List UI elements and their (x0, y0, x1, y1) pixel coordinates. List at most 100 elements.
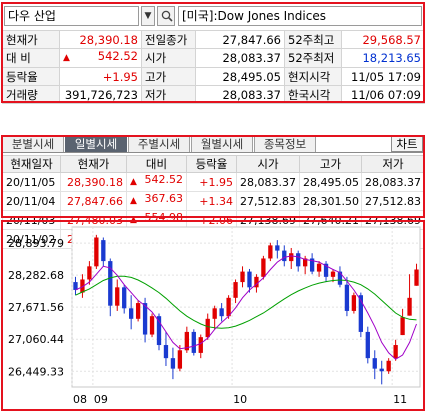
candle-body (101, 240, 106, 262)
candle-body (309, 258, 315, 272)
y-tick-label: 28,282.68 (8, 269, 64, 282)
y-tick-label: 26,449.33 (8, 365, 64, 378)
y-tick-label: 28,893.79 (8, 237, 64, 250)
tab-5[interactable]: 종목정보 (254, 136, 316, 152)
cell-open: 27,512.83 (236, 191, 300, 211)
search-button[interactable] (157, 6, 175, 26)
candle-body (122, 287, 127, 309)
candle-body (226, 297, 231, 317)
quote-value: ▲ 542.52 (59, 48, 142, 68)
quote-value-text: +1.95 (102, 69, 138, 84)
quote-value: 11/06 07:09 (341, 85, 425, 104)
candle-body (365, 331, 370, 359)
candle-body (191, 331, 196, 353)
up-arrow-icon: ▲ (63, 53, 70, 63)
cell-change: ▲ 542.52 (126, 172, 187, 192)
stock-search-input[interactable]: 다우 산업 (4, 6, 139, 26)
column-header[interactable]: 대비 (126, 155, 187, 173)
candle-body (156, 316, 162, 346)
candle-body (73, 282, 78, 290)
moving-average-short (75, 255, 417, 360)
candle-body (254, 276, 259, 288)
stock-dropdown-button[interactable]: ▼ (141, 6, 155, 26)
quote-row: 등락율 +1.95 고가 28,495.05 현지시각 11/05 17:09 (2, 67, 425, 86)
y-tick-label: 27,060.44 (8, 333, 64, 346)
candle-body (407, 297, 412, 316)
candle-body (275, 245, 280, 251)
cell-date: 20/11/04 (2, 191, 61, 211)
up-arrow-icon: ▲ (130, 196, 137, 206)
candle-body (135, 303, 141, 319)
quote-value: 27,847.66 (195, 30, 285, 49)
quote-label: 현지시각 (284, 67, 342, 86)
quote-value: 29,568.57 (341, 30, 425, 49)
candle-body (219, 308, 224, 317)
column-header[interactable]: 고가 (299, 155, 362, 173)
quote-label: 등락율 (2, 67, 60, 86)
candle-body (379, 368, 384, 372)
candle-body (149, 316, 155, 335)
candle-body (184, 331, 189, 351)
candle-body (268, 245, 273, 259)
up-arrow-icon: ▲ (130, 177, 137, 187)
chart-button[interactable]: 차트 (391, 136, 423, 152)
quote-label: 고가 (141, 67, 196, 86)
candle-body (115, 287, 120, 306)
candle-body (108, 261, 113, 306)
candle-body (393, 345, 398, 359)
candle-body (344, 284, 350, 311)
cell-change: ▲ 367.63 (126, 191, 187, 211)
tab-1[interactable]: 분별시세 (2, 136, 64, 152)
candle-body (233, 282, 238, 298)
column-header[interactable]: 저가 (361, 155, 425, 173)
column-header[interactable]: 현재가 (60, 155, 127, 173)
candle-body (386, 360, 391, 372)
candle-body (296, 253, 301, 267)
candle-body (351, 295, 357, 311)
candle-body (142, 303, 148, 335)
quote-value-text: 28,390.18 (79, 32, 138, 47)
cell-close: 27,847.66 (60, 191, 127, 211)
candlestick-chart[interactable]: 28,893.79 28,282.68 27,671.56 27,060.44 26,4… (2, 221, 424, 410)
x-tick-label: 09 (94, 393, 108, 406)
table-row[interactable]: 20/11/04 27,847.66 ▲ 367.63 +1.34 27,512.83 28… (2, 191, 425, 211)
tab-2[interactable]: 일별시세 (65, 136, 127, 152)
cell-close: 28,390.18 (60, 172, 127, 192)
quote-label: 한국시각 (284, 85, 342, 104)
cell-change-value: 542.52 (144, 173, 184, 187)
candle-body (372, 358, 377, 369)
x-tick-label: 08 (73, 393, 87, 406)
index-name-field: [미국]:Dow Jones Indices (178, 6, 422, 26)
cell-low: 27,512.83 (361, 191, 425, 211)
quote-value: 28,390.18 (59, 30, 142, 49)
quote-row: 현재가 28,390.18 전일종가 27,847.66 52주최고 29,568.57 (2, 30, 425, 49)
candle-body (247, 271, 252, 288)
quote-value: 28,495.05 (195, 67, 285, 86)
candle-body (163, 345, 169, 359)
quote-label: 52주최저 (284, 48, 342, 68)
tab-4[interactable]: 월별시세 (191, 136, 253, 152)
candle-body (94, 237, 99, 267)
column-header[interactable]: 등락율 (186, 155, 237, 173)
table-row[interactable]: 20/11/05 28,390.18 ▲ 542.52 +1.95 28,083.37 28… (2, 172, 425, 192)
candle-body (80, 279, 85, 293)
column-header[interactable]: 시가 (236, 155, 300, 173)
candle-body (129, 308, 134, 319)
candle-body (303, 258, 308, 267)
column-header[interactable]: 현재일자 (2, 155, 61, 173)
x-tick-label: 10 (233, 393, 247, 406)
candle-body (87, 266, 92, 280)
tab-3[interactable]: 주별시세 (128, 136, 190, 152)
quote-summary-table: 현재가 28,390.18 전일종가 27,847.66 52주최고 29,568.57 대… (2, 30, 425, 104)
candle-body (240, 271, 245, 283)
candle-body (261, 258, 266, 277)
quote-label: 거래량 (2, 85, 60, 104)
cell-high: 28,495.05 (299, 172, 362, 192)
cell-rate: +1.34 (186, 191, 237, 211)
candle-body (170, 358, 176, 369)
quote-label: 대 비 (2, 48, 60, 68)
quote-label: 현재가 (2, 30, 60, 49)
moving-average-long (75, 275, 417, 329)
candle-body (358, 295, 363, 332)
cell-date: 20/11/05 (2, 172, 61, 192)
